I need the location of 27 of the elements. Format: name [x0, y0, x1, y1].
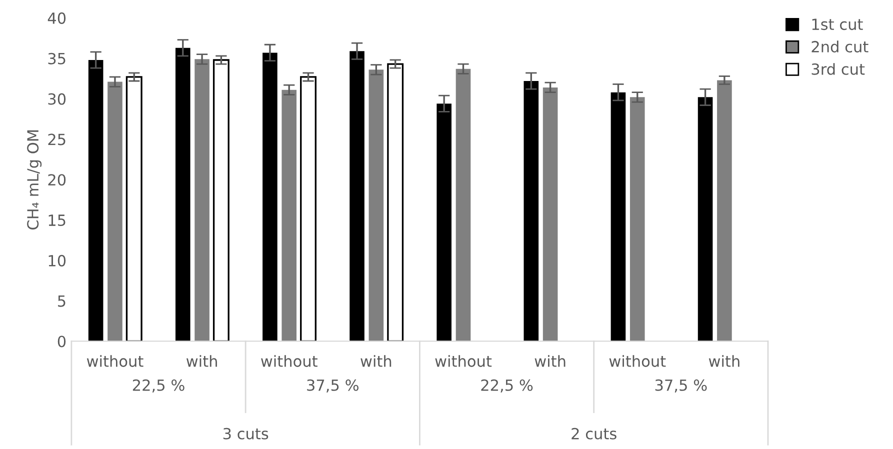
text: 3 cuts [223, 428, 268, 440]
y-tick-label: 5 [58, 295, 66, 307]
y-tick-label: 20 [48, 174, 66, 186]
y-tick-label: 10 [48, 254, 66, 266]
x-tick-label: without [435, 355, 492, 367]
x-tick-label: with [360, 355, 392, 367]
y-tick-label: 35 [48, 52, 66, 64]
text: 37,5 % [307, 379, 358, 392]
legend-label: 1st cut [812, 18, 863, 30]
x-tick-label: without [609, 355, 666, 367]
legend-label: 3rd cut [812, 63, 865, 75]
x-tick-label: without [261, 355, 318, 367]
y-tick-label: 15 [48, 214, 66, 226]
x-tick-label: without [86, 355, 144, 367]
x-tick-label: with [534, 355, 566, 367]
y-tick-label: 25 [48, 134, 66, 146]
x-tick-label: with [186, 355, 217, 367]
y-axis-title: CH₄ mL/g OM [27, 130, 42, 230]
y-tick-label: 0 [58, 336, 66, 348]
legend-label: 2nd cut [812, 40, 868, 52]
y-tick-label: 40 [48, 12, 66, 24]
text: 22,5 % [481, 379, 533, 392]
text: 37,5 % [655, 379, 707, 392]
y-tick-label: 30 [48, 93, 66, 105]
text: 22,5 % [132, 379, 184, 392]
x-tick-label: with [708, 355, 740, 367]
text: 2 cuts [572, 428, 616, 440]
